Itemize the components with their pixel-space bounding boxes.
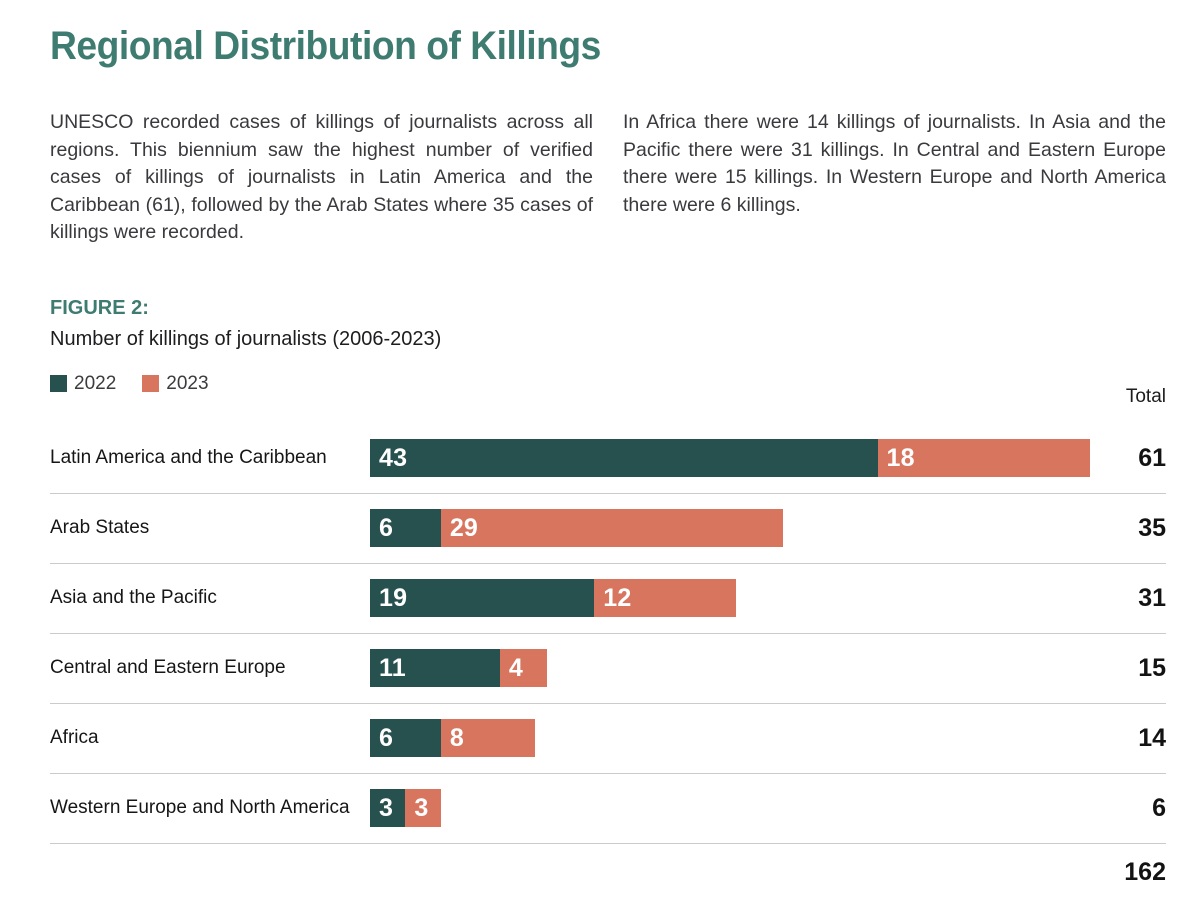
stacked-bar-chart: Latin America and the Caribbean 43 18 61 Ara… <box>50 424 1166 902</box>
bar-track: 43 18 <box>370 439 1095 477</box>
legend-swatch-2022-icon <box>50 375 67 392</box>
chart-rows: Latin America and the Caribbean 43 18 61 Ara… <box>50 424 1166 844</box>
bar-value-label: 8 <box>449 723 464 752</box>
legend-label-2023: 2023 <box>166 372 209 394</box>
legend-row: 2022 2023 Total <box>50 373 1166 408</box>
bar-value-label: 18 <box>886 443 915 472</box>
legend-item-2023: 2023 <box>142 372 209 395</box>
page-title: Regional Distribution of Killings <box>50 24 601 68</box>
bar-segment-2022: 11 <box>370 649 500 687</box>
bar-value-label: 29 <box>449 513 479 542</box>
chart-row: Africa 6 8 14 <box>50 704 1166 774</box>
bar-segment-2022: 3 <box>370 789 406 827</box>
legend-item-2022: 2022 <box>50 373 116 395</box>
bar-segment-2022: 43 <box>370 439 878 477</box>
region-label: Arab States <box>50 517 150 538</box>
total-column-header: Total <box>1125 385 1166 407</box>
bar-segment-2022: 19 <box>370 579 595 617</box>
bar-segment-2022: 6 <box>370 509 441 547</box>
legend-label-2022: 2022 <box>74 372 117 394</box>
legend-swatch-2023-icon <box>142 375 160 392</box>
region-label: Latin America and the Caribbean <box>50 447 327 468</box>
row-total: 15 <box>1138 653 1166 682</box>
chart-row: Western Europe and North America 3 3 6 <box>50 774 1166 844</box>
bar-value-label: 6 <box>379 723 394 752</box>
figure-label: FIGURE 2: <box>50 296 149 319</box>
row-total: 35 <box>1138 513 1166 542</box>
bar-segment-2023: 29 <box>440 509 784 547</box>
bar-segment-2023: 3 <box>405 789 441 827</box>
bar-value-label: 11 <box>379 653 406 682</box>
chart-row: Arab States 6 29 35 <box>50 494 1166 564</box>
bar-segment-2023: 18 <box>877 439 1090 477</box>
intro-left-paragraph: UNESCO recorded cases of killings of jou… <box>50 111 593 243</box>
grand-total-value: 162 <box>1124 858 1166 886</box>
bar-segment-2023: 12 <box>594 579 736 617</box>
figure-subtitle: Number of killings of journalists (2006-… <box>50 327 442 350</box>
row-total: 6 <box>1152 793 1166 822</box>
bar-track: 11 4 <box>370 649 1095 687</box>
row-total: 31 <box>1138 583 1166 612</box>
bar-value-label: 3 <box>379 793 394 822</box>
region-label: Asia and the Pacific <box>50 587 217 608</box>
chart-row: Central and Eastern Europe 11 4 15 <box>50 634 1166 704</box>
bar-value-label: 12 <box>603 583 632 612</box>
region-label: Western Europe and North America <box>50 797 350 818</box>
region-label: Africa <box>50 727 99 748</box>
bar-track: 6 29 <box>370 509 1095 547</box>
bar-segment-2023: 4 <box>499 649 548 687</box>
bar-segment-2022: 6 <box>370 719 441 757</box>
bar-value-label: 6 <box>379 513 394 542</box>
bar-track: 19 12 <box>370 579 1095 617</box>
region-label: Central and Eastern Europe <box>50 657 286 678</box>
bar-value-label: 4 <box>508 653 523 682</box>
chart-row: Latin America and the Caribbean 43 18 61 <box>50 424 1166 494</box>
intro-right-paragraph: In Africa there were 14 killings of jour… <box>623 111 1166 216</box>
intro-paragraphs: UNESCO recorded cases of killings of jou… <box>50 109 1166 247</box>
row-total: 61 <box>1138 443 1166 472</box>
bar-value-label: 19 <box>379 583 408 612</box>
legend: 2022 2023 <box>50 373 209 395</box>
grand-total-row: 162 <box>50 844 1166 902</box>
bar-value-label: 43 <box>379 443 408 472</box>
chart-row: Asia and the Pacific 19 12 31 <box>50 564 1166 634</box>
bar-value-label: 3 <box>414 793 429 822</box>
row-total: 14 <box>1138 723 1166 752</box>
bar-segment-2023: 8 <box>440 719 536 757</box>
